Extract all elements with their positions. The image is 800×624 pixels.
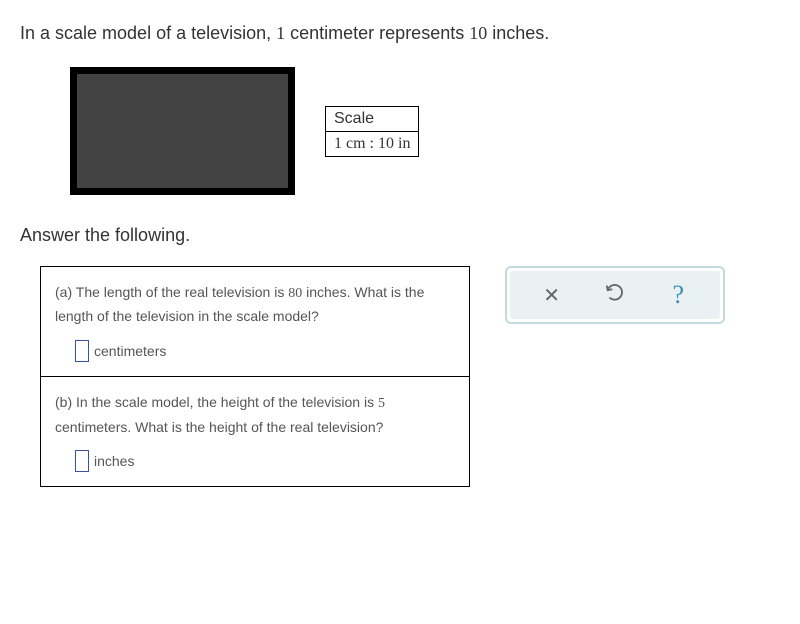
close-icon: ✕ [543,283,560,308]
scale-ratio: 1 cm : 10 in [326,132,418,156]
part-a-label: (a) [55,284,72,300]
intro-num2: 10 [469,23,487,43]
part-a-text-prefix: The length of the real television is [72,284,288,300]
scale-box: Scale 1 cm : 10 in [325,106,419,157]
intro-prefix: In a scale model of a television, [20,23,276,43]
question-intro: In a scale model of a television, 1 cent… [20,20,780,47]
help-icon: ? [673,280,685,310]
part-b-answer-row: inches [75,450,455,472]
part-b-text-suffix: centimeters. What is the height of the r… [55,419,383,435]
intro-num1: 1 [276,23,285,43]
questions-box: (a) The length of the real television is… [40,266,470,487]
part-a-answer-input[interactable] [75,340,89,362]
scale-header: Scale [326,107,418,132]
bottom-row: (a) The length of the real television is… [40,266,780,487]
help-button[interactable]: ? [653,275,703,315]
part-b-num: 5 [378,396,385,411]
toolbar-outer: ✕ ? [505,266,725,324]
answer-heading: Answer the following. [20,225,780,246]
toolbar: ✕ ? [510,271,720,319]
part-a-num: 80 [288,286,302,301]
part-a-unit: centimeters [94,340,166,362]
close-button[interactable]: ✕ [527,275,577,315]
tv-scale-row: Scale 1 cm : 10 in [70,67,780,195]
part-b-text-prefix: In the scale model, the height of the te… [72,394,378,410]
undo-button[interactable] [590,275,640,315]
tv-illustration [70,67,295,195]
question-part-a: (a) The length of the real television is… [41,267,469,377]
intro-mid: centimeter represents [285,23,469,43]
undo-icon [604,281,626,309]
tv-screen [77,74,288,188]
part-b-unit: inches [94,450,134,472]
question-part-b: (b) In the scale model, the height of th… [41,377,469,486]
intro-suffix: inches. [487,23,549,43]
part-a-answer-row: centimeters [75,340,455,362]
part-b-answer-input[interactable] [75,450,89,472]
part-b-label: (b) [55,394,72,410]
